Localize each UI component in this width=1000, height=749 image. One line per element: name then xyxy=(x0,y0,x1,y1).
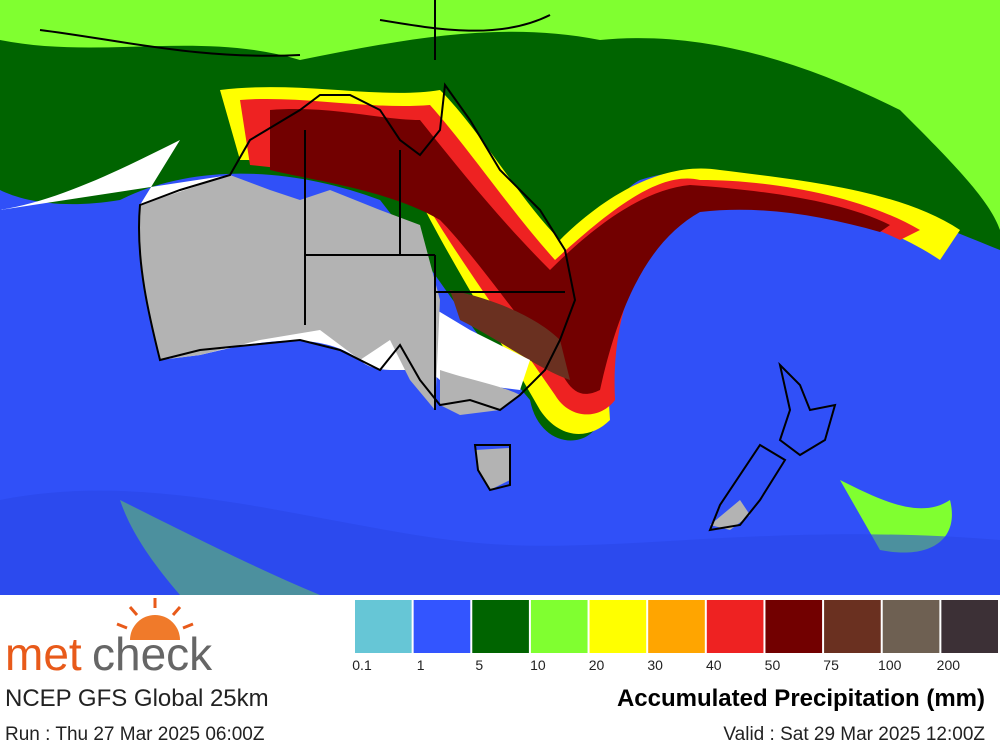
legend-label: 20 xyxy=(589,657,605,673)
legend: 0.1 1 5 10 20 30 40 50 75 100 200 xyxy=(352,600,998,673)
legend-swatch xyxy=(882,600,940,653)
valid-time: Valid : Sat 29 Mar 2025 12:00Z xyxy=(723,724,985,745)
legend-swatch xyxy=(530,600,588,653)
legend-swatch xyxy=(589,600,647,653)
legend-label: 200 xyxy=(937,657,961,673)
legend-label: 50 xyxy=(765,657,781,673)
legend-swatch xyxy=(765,600,823,653)
legend-swatch xyxy=(941,600,998,653)
legend-swatch xyxy=(472,600,529,653)
legend-label: 40 xyxy=(706,657,722,673)
legend-label: 100 xyxy=(878,657,902,673)
logo-met: met xyxy=(5,628,82,680)
legend-label: 10 xyxy=(530,657,546,673)
logo-sun xyxy=(116,598,194,640)
model-name: NCEP GFS Global 25km xyxy=(5,685,269,712)
legend-swatch xyxy=(824,600,881,653)
legend-swatch xyxy=(355,600,412,653)
legend-label: 5 xyxy=(475,657,483,673)
legend-label: 75 xyxy=(823,657,839,673)
coastlines xyxy=(39,0,837,532)
run-time: Run : Thu 27 Mar 2025 06:00Z xyxy=(5,724,265,745)
legend-label: 0.1 xyxy=(352,657,372,673)
legend-label: 1 xyxy=(417,657,425,673)
legend-swatch xyxy=(648,600,705,653)
land xyxy=(0,140,750,530)
legend-swatch xyxy=(413,600,471,653)
legend-title: Accumulated Precipitation (mm) xyxy=(617,685,985,712)
logo-check: check xyxy=(92,628,213,680)
precip-field xyxy=(0,0,1000,595)
bottom-panel: met check NCEP GFS Global 25km Run : Thu… xyxy=(0,595,1000,749)
legend-swatch xyxy=(706,600,764,653)
legend-label: 30 xyxy=(647,657,663,673)
